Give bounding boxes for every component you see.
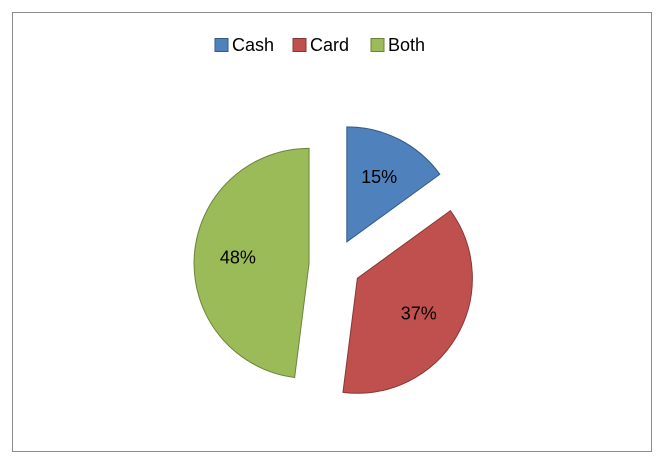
legend-swatch [292, 38, 307, 52]
legend-swatch [370, 38, 385, 52]
legend-label: Card [310, 35, 349, 55]
slice-label: 37% [401, 303, 437, 323]
legend-swatch [214, 38, 229, 52]
legend-label: Both [388, 35, 425, 55]
legend-label: Cash [232, 35, 274, 55]
slice-label: 48% [220, 248, 256, 268]
chart-frame [12, 12, 652, 452]
pie-slice [346, 126, 441, 243]
slice-label: 15% [361, 167, 397, 187]
pie-slice [193, 147, 310, 379]
pie-slice [342, 209, 473, 394]
